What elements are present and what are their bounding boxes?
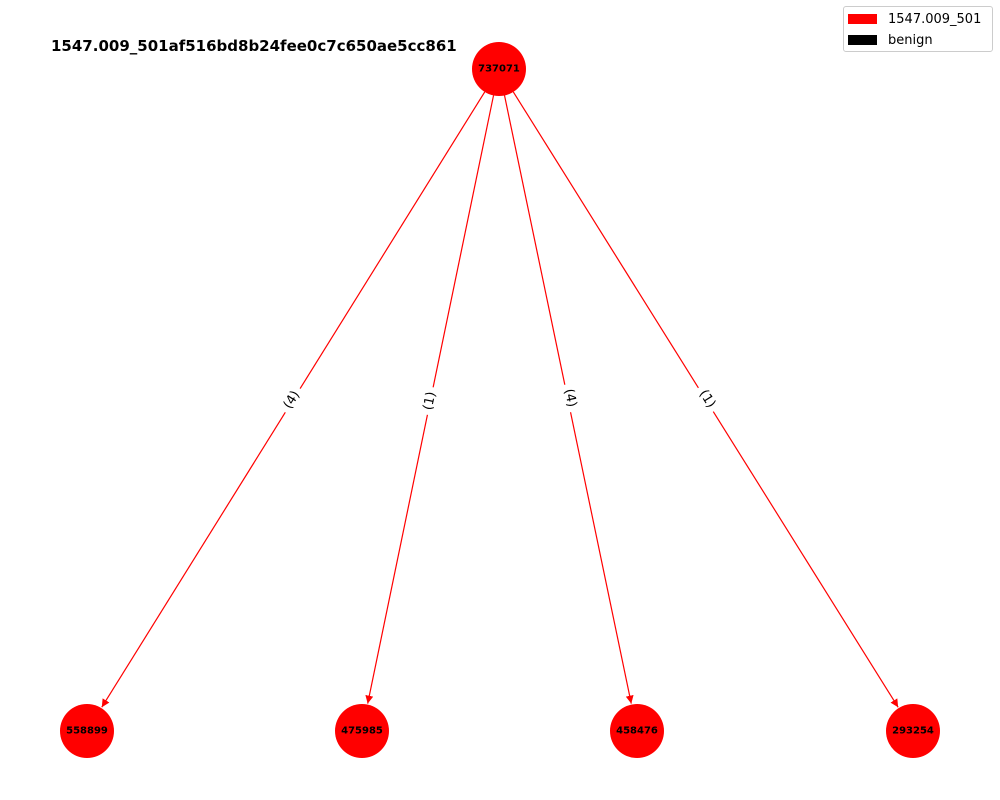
- node-label-475985: 475985: [341, 726, 383, 737]
- legend-label-attack: 1547.009_501: [888, 11, 982, 27]
- legend-swatch-benign: [848, 35, 877, 45]
- node-label-737071: 737071: [478, 64, 520, 75]
- node-label-293254: 293254: [892, 726, 934, 737]
- legend-item-attack: 1547.009_501: [848, 10, 981, 28]
- node-label-558899: 558899: [66, 726, 108, 737]
- node-737071: [472, 42, 526, 96]
- edge-label: (1): [421, 390, 439, 411]
- edge-label: (4): [561, 387, 579, 408]
- legend-label-benign: benign: [888, 32, 933, 48]
- node-293254: [886, 704, 940, 758]
- legend: 1547.009_501 benign: [843, 6, 993, 52]
- node-475985: [335, 704, 389, 758]
- node-458476: [610, 704, 664, 758]
- legend-item-benign: benign: [848, 31, 933, 49]
- graph-title: 1547.009_501af516bd8b24fee0c7c650ae5cc86…: [51, 37, 457, 55]
- legend-swatch-attack: [848, 14, 877, 24]
- node-label-458476: 458476: [616, 726, 658, 737]
- node-558899: [60, 704, 114, 758]
